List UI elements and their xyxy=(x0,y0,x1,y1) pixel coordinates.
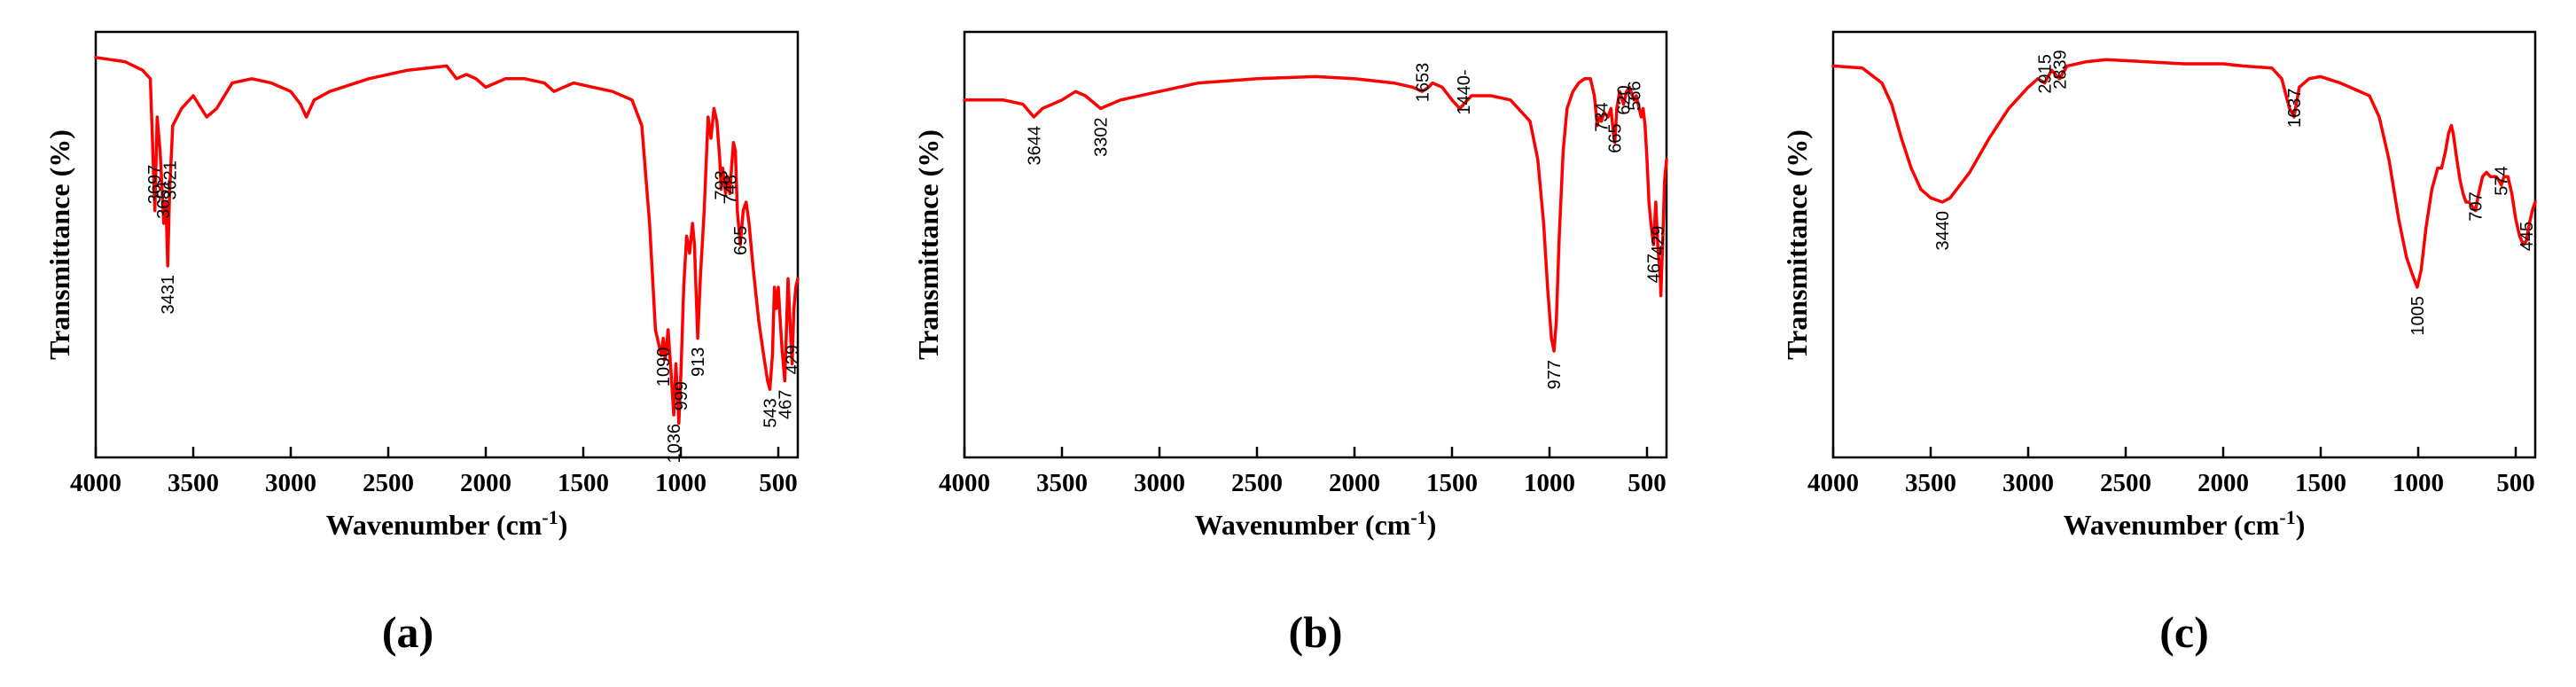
x-tick-label: 1500 xyxy=(558,469,609,497)
x-tick-label: 2000 xyxy=(2197,469,2249,497)
x-tick-label: 1000 xyxy=(1524,469,1575,497)
plot-frame-b xyxy=(963,30,1668,459)
peak-label: 445 xyxy=(2517,222,2537,251)
spectrum-line-c xyxy=(1831,58,2537,289)
peak-label: 429 xyxy=(1649,226,1668,255)
peak-label: 1653 xyxy=(1413,63,1432,103)
x-tick-label: 3000 xyxy=(1134,469,1185,497)
peak-label: 977 xyxy=(1545,360,1565,389)
x-tick-label: 2500 xyxy=(363,469,414,497)
x-tick-label: 1500 xyxy=(2295,469,2346,497)
spectrum-line-b xyxy=(963,74,1668,353)
peak-label: 574 xyxy=(2493,166,2512,195)
x-tick-labels-a: 4000 3500 3000 2500 2000 1500 1000 500 xyxy=(70,469,798,497)
peak-label: 3651 xyxy=(154,179,174,219)
peak-label: 467 xyxy=(776,390,795,419)
peak-label: 3431 xyxy=(159,275,178,315)
peak-label: 566 xyxy=(1625,81,1644,110)
peak-label: 2915 xyxy=(2036,54,2056,94)
panel-label-b: (b) xyxy=(1288,607,1342,657)
peak-label: 3302 xyxy=(1092,117,1112,157)
x-tick-label: 4000 xyxy=(939,469,990,497)
peak-label: 707 xyxy=(2466,191,2486,221)
peak-label: 1637 xyxy=(2285,89,2305,129)
peak-label: 695 xyxy=(731,226,751,255)
x-tick-label: 3500 xyxy=(168,469,219,497)
x-axis-title-b: Wavenumber (cm-1) xyxy=(1195,506,1437,541)
x-axis-title-a: Wavenumber (cm-1) xyxy=(326,506,568,541)
peak-label: 913 xyxy=(689,347,708,377)
x-tick-label: 3500 xyxy=(1036,469,1088,497)
x-tick-label: 4000 xyxy=(70,469,121,497)
x-tick-label: 4000 xyxy=(1807,469,1859,497)
peak-label: 3697 xyxy=(145,165,165,205)
x-tick-labels-c: 4000 3500 3000 2500 2000 1500 1000 500 xyxy=(1807,469,2535,497)
x-tick-label: 1000 xyxy=(2393,469,2444,497)
peak-label: 543 xyxy=(761,398,781,427)
peak-label: 620 xyxy=(1615,85,1635,114)
x-tick-label: 1000 xyxy=(655,469,706,497)
peak-label: 3440 xyxy=(1933,211,1953,251)
spectrum-line-a xyxy=(94,56,800,425)
y-axis-title-c: Transmittance (%) xyxy=(1781,129,1813,360)
x-ticks-c xyxy=(1831,447,2517,457)
x-tick-labels-b: 4000 3500 3000 2500 2000 1500 1000 500 xyxy=(939,469,1667,497)
y-axis-title-a: Transmittance (%) xyxy=(43,129,75,360)
peak-label: 3621 xyxy=(160,160,180,200)
panel-a: 4000 3500 3000 2500 2000 1500 1000 500 36973651… xyxy=(43,30,803,657)
peak-label: 793 xyxy=(713,170,732,199)
peak-label: 1090 xyxy=(654,347,674,387)
x-tick-label: 2500 xyxy=(1231,469,1283,497)
x-ticks-b xyxy=(963,447,1649,457)
x-tick-label: 3000 xyxy=(2002,469,2054,497)
x-tick-label: 1500 xyxy=(1426,469,1478,497)
peak-label: 467 xyxy=(1644,254,1664,283)
x-tick-label: 2500 xyxy=(2100,469,2151,497)
plot-frame-a xyxy=(94,30,800,459)
x-ticks-a xyxy=(94,447,780,457)
peak-label: 3644 xyxy=(1025,126,1044,166)
x-tick-label: 500 xyxy=(2496,469,2535,497)
peak-label: 1440- xyxy=(1455,69,1474,114)
panel-label-c: (c) xyxy=(2159,607,2209,657)
panel-c: 4000 3500 3000 2500 2000 1500 1000 500 3440 2915… xyxy=(1781,30,2537,657)
x-tick-label: 2000 xyxy=(1329,469,1380,497)
panel-b: 4000 3500 3000 2500 2000 1500 1000 500 3644 3302… xyxy=(912,30,1668,657)
peak-label: 1005 xyxy=(2408,296,2428,336)
x-axis-title-c: Wavenumber (cm-1) xyxy=(2064,506,2306,541)
x-tick-label: 3000 xyxy=(265,469,316,497)
peak-label: 429 xyxy=(784,345,803,374)
panel-label-a: (a) xyxy=(382,607,433,657)
x-tick-label: 500 xyxy=(1628,469,1667,497)
x-tick-label: 2000 xyxy=(460,469,511,497)
peak-label: 665 xyxy=(1606,123,1626,152)
x-tick-label: 3500 xyxy=(1905,469,1956,497)
plot-frame-c xyxy=(1831,30,2537,459)
peak-label: 734 xyxy=(1593,102,1612,131)
peak-label: 748 xyxy=(721,175,740,204)
peak-label: 999 xyxy=(672,381,691,410)
peak-label: 1036 xyxy=(665,424,684,464)
y-axis-title-b: Transmittance (%) xyxy=(912,129,944,360)
peak-label: 2839 xyxy=(2050,50,2070,90)
x-tick-label: 500 xyxy=(759,469,798,497)
